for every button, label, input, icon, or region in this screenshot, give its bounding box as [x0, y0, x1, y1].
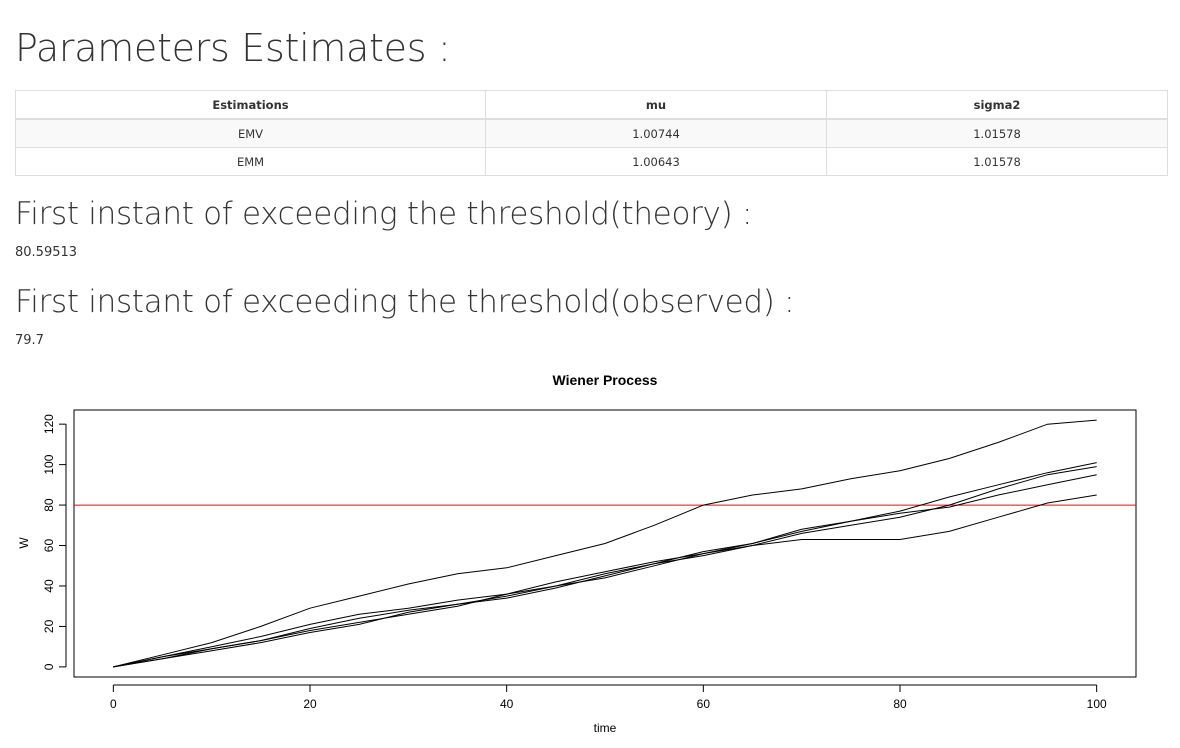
x-tick-label: 0 — [110, 697, 117, 711]
x-tick-label: 60 — [697, 697, 711, 711]
y-tick-label: 20 — [42, 619, 56, 633]
cell-sigma2: 1.01578 — [826, 118, 1168, 148]
cell-estimation: EMV — [15, 118, 486, 148]
page-title: Parameters Estimates : — [15, 26, 451, 70]
theory-value: 80.59513 — [15, 245, 78, 260]
series-line-4 — [113, 474, 1097, 668]
x-tick-label: 100 — [1087, 697, 1107, 711]
table-row: EMM 1.00643 1.01578 — [15, 147, 1168, 176]
x-tick-label: 80 — [893, 697, 907, 711]
table-header-row: Estimations mu sigma2 — [15, 90, 1168, 120]
x-tick-label: 20 — [303, 697, 317, 711]
y-tick-label: 40 — [42, 579, 56, 593]
estimates-table: Estimations mu sigma2 EMV 1.00744 1.0157… — [15, 90, 1168, 176]
cell-estimation: EMM — [15, 147, 486, 176]
table-row: EMV 1.00744 1.01578 — [15, 118, 1168, 148]
cell-sigma2: 1.01578 — [826, 147, 1168, 176]
x-tick-label: 40 — [500, 697, 514, 711]
y-tick-label: 120 — [42, 414, 56, 434]
theory-heading: First instant of exceeding the threshold… — [15, 196, 753, 232]
series-line-5 — [113, 494, 1097, 668]
y-tick-label: 0 — [42, 663, 56, 670]
header-mu[interactable]: mu — [485, 90, 827, 120]
y-tick-label: 60 — [42, 539, 56, 553]
y-tick-label: 100 — [42, 454, 56, 474]
series-line-2 — [113, 462, 1097, 668]
y-tick-label: 80 — [42, 498, 56, 512]
series-line-1 — [113, 419, 1097, 668]
x-axis-label: time — [594, 721, 617, 735]
observed-value: 79.7 — [15, 333, 44, 348]
y-axis-label: W — [17, 537, 31, 549]
cell-mu: 1.00744 — [485, 118, 827, 148]
chart-title: Wiener Process — [553, 372, 658, 388]
header-estimations[interactable]: Estimations — [15, 90, 486, 120]
plot-frame — [73, 409, 1137, 678]
observed-heading: First instant of exceeding the threshold… — [15, 284, 795, 320]
cell-mu: 1.00643 — [485, 147, 827, 176]
header-sigma2[interactable]: sigma2 — [826, 90, 1168, 120]
wiener-process-chart: Wiener Process 0 20 40 60 80 100 0 20 40 60 80 100 1… — [17, 372, 1137, 735]
